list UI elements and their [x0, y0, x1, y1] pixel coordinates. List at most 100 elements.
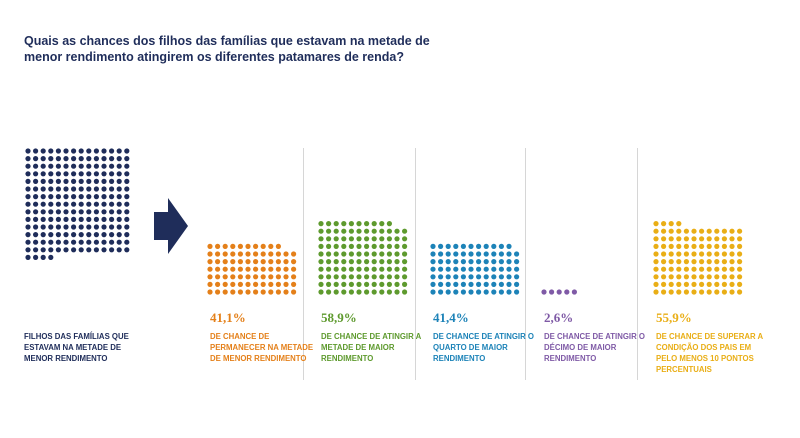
dot-source-group — [93, 239, 99, 245]
dot-source-group — [33, 247, 39, 253]
dot-source-group — [48, 209, 54, 215]
dot-remain — [245, 274, 251, 280]
dot-top-quarter — [483, 266, 489, 272]
dot-source-group — [116, 163, 122, 169]
dot-remain — [207, 281, 213, 287]
dot-upper-half — [386, 259, 392, 265]
dot-top-quarter — [453, 243, 459, 249]
dot-source-group — [124, 209, 130, 215]
dot-top-tenth — [541, 289, 547, 295]
dot-top-quarter — [468, 274, 474, 280]
dot-upper-half — [379, 289, 385, 295]
dot-remain — [230, 243, 236, 249]
dot-top-quarter — [483, 243, 489, 249]
dot-source-group — [93, 148, 99, 154]
dot-source-group — [86, 201, 92, 207]
dot-source-group — [124, 194, 130, 200]
dot-remain — [275, 243, 281, 249]
dot-upper-half — [371, 251, 377, 257]
dot-upper-half — [402, 259, 408, 265]
dot-upper-half — [379, 281, 385, 287]
dot-source-group — [93, 178, 99, 184]
dot-source-group — [48, 148, 54, 154]
dot-surpass-parents — [676, 281, 682, 287]
dot-surpass-parents — [683, 281, 690, 287]
dot-source-group — [33, 148, 39, 154]
dot-upper-half — [386, 274, 392, 280]
dot-upper-half — [333, 243, 339, 249]
dot-surpass-parents — [683, 289, 690, 295]
dot-top-quarter — [453, 289, 459, 295]
dot-source-group — [86, 239, 92, 245]
dot-upper-half — [379, 266, 385, 272]
dot-remain — [207, 243, 213, 249]
dot-top-quarter — [430, 274, 436, 280]
dot-upper-half — [371, 274, 377, 280]
dot-surpass-parents — [714, 259, 720, 265]
dot-upper-half — [348, 228, 354, 234]
dot-surpass-parents — [699, 236, 705, 242]
dot-source-group — [48, 194, 54, 200]
dot-top-quarter — [453, 259, 459, 265]
dot-surpass-parents — [668, 243, 674, 249]
dot-source-group — [86, 156, 92, 162]
dot-source-group — [25, 171, 31, 177]
dot-source-group — [116, 247, 122, 253]
dot-top-quarter — [506, 251, 512, 257]
dot-source-group — [33, 209, 39, 215]
dot-surpass-parents — [668, 259, 674, 265]
dot-source-group — [63, 224, 69, 230]
dot-source-group — [48, 201, 54, 207]
dot-source-group — [55, 209, 62, 215]
dot-source-group — [71, 163, 77, 169]
dot-source-group — [116, 201, 122, 207]
dot-top-quarter — [506, 274, 512, 280]
dot-top-quarter — [498, 243, 504, 249]
dot-upper-half — [394, 289, 400, 295]
dot-surpass-parents — [691, 266, 697, 272]
dot-source-group — [86, 186, 92, 192]
dot-remain — [222, 289, 228, 295]
source-group-label: FILHOS DAS FAMÍLIAS QUE ESTAVAM NA METAD… — [24, 332, 129, 363]
dot-upper-half — [386, 289, 392, 295]
dot-source-group — [40, 216, 46, 222]
dot-upper-half — [394, 228, 400, 234]
dot-surpass-parents — [706, 274, 712, 280]
dot-source-group — [25, 224, 31, 230]
dot-source-group — [63, 171, 69, 177]
dot-upper-half — [364, 251, 370, 257]
dot-source-group — [78, 239, 84, 245]
dot-surpass-parents — [729, 228, 735, 234]
dot-surpass-parents — [691, 243, 697, 249]
dot-upper-half — [318, 259, 324, 265]
dot-source-group — [55, 186, 62, 192]
dot-remain — [260, 266, 266, 272]
dot-upper-half — [348, 221, 354, 227]
dot-source-group — [55, 178, 62, 184]
dot-top-quarter — [483, 289, 489, 295]
dot-upper-half — [371, 221, 377, 227]
dot-remain — [291, 251, 297, 257]
dot-upper-half — [356, 228, 362, 234]
dot-source-group — [93, 232, 99, 238]
dot-upper-half — [341, 236, 347, 242]
dot-source-group — [63, 216, 69, 222]
dot-source-group — [48, 186, 54, 192]
dot-source-group — [48, 171, 54, 177]
dot-upper-half — [356, 259, 362, 265]
dot-upper-half — [356, 274, 362, 280]
dot-source-group — [109, 224, 115, 230]
dot-remain — [215, 251, 221, 257]
dot-upper-half — [386, 281, 392, 287]
dot-upper-half — [394, 259, 400, 265]
dot-top-quarter — [498, 251, 504, 257]
dot-surpass-parents — [661, 289, 667, 295]
dot-top-quarter — [460, 251, 466, 257]
dot-source-group — [25, 216, 31, 222]
dot-upper-half — [379, 274, 385, 280]
dot-surpass-parents — [729, 259, 735, 265]
dot-top-quarter — [445, 289, 451, 295]
dot-source-group — [78, 148, 84, 154]
dot-upper-half — [379, 236, 385, 242]
dot-source-group — [109, 178, 115, 184]
